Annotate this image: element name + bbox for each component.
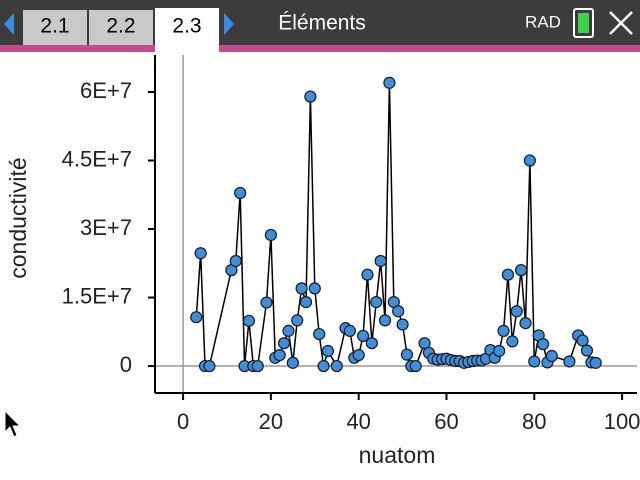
data-point xyxy=(374,254,387,268)
tab-label: 2.3 xyxy=(172,15,201,38)
data-point xyxy=(229,254,242,268)
data-point xyxy=(356,329,370,343)
data-point xyxy=(519,317,532,330)
x-axis-label: nuatom xyxy=(359,442,436,468)
y-tick-label: 6E+7 xyxy=(80,78,132,103)
data-point xyxy=(277,337,291,350)
close-button[interactable] xyxy=(609,11,633,35)
tab-label: 2.2 xyxy=(106,15,135,38)
data-point xyxy=(497,324,510,337)
mouse-cursor xyxy=(4,409,22,438)
data-point xyxy=(523,154,536,167)
data-point xyxy=(203,359,216,373)
tab[interactable] xyxy=(23,10,87,45)
data-point xyxy=(370,296,383,309)
data-point xyxy=(291,314,304,327)
y-tick-label: 1.5E+7 xyxy=(62,283,132,308)
data-point xyxy=(365,337,378,350)
battery xyxy=(573,8,594,38)
data-point xyxy=(361,268,374,281)
tab-label: 2.1 xyxy=(40,15,69,38)
x-tick-label: 100 xyxy=(604,409,640,434)
data-point xyxy=(317,359,330,373)
data-point xyxy=(576,334,589,347)
data-point xyxy=(286,356,299,369)
data-point xyxy=(308,282,321,295)
data-point xyxy=(400,348,414,361)
data-point xyxy=(295,282,308,295)
data-point xyxy=(392,305,405,318)
data-point xyxy=(273,348,286,362)
x-tick-label: 40 xyxy=(346,409,370,434)
tab[interactable] xyxy=(155,8,219,52)
data-point xyxy=(299,296,313,309)
y-tick-label: 3E+7 xyxy=(80,215,132,240)
data-point xyxy=(352,348,365,362)
accent-bar xyxy=(0,45,640,52)
data-point xyxy=(515,264,528,277)
data-point xyxy=(536,338,550,351)
data-point xyxy=(510,305,523,318)
y-tick-label: 0 xyxy=(120,352,132,377)
tab-left-arrow[interactable] xyxy=(4,13,14,35)
data-point xyxy=(409,359,422,373)
data-point xyxy=(313,327,326,341)
data-point xyxy=(383,76,396,89)
data-point xyxy=(343,324,357,337)
data-point xyxy=(378,314,392,327)
x-tick-label: 60 xyxy=(434,409,458,434)
data-point xyxy=(304,90,317,103)
y-axis-label: conductivité xyxy=(5,157,31,278)
data-point xyxy=(501,268,515,281)
y-tick-label: 4.5E+7 xyxy=(62,146,132,171)
data-point xyxy=(493,344,506,358)
data-point xyxy=(194,247,207,260)
data-point xyxy=(282,324,295,337)
data-point xyxy=(589,356,602,369)
data-point xyxy=(396,318,409,331)
data-point xyxy=(506,335,519,348)
data-point xyxy=(545,349,558,363)
data-point xyxy=(528,355,541,368)
x-tick-label: 20 xyxy=(259,409,283,434)
data-point xyxy=(234,186,247,200)
x-tick-label: 80 xyxy=(522,409,546,434)
tab-right-arrow[interactable] xyxy=(224,13,234,35)
data-point xyxy=(321,344,335,358)
data-point xyxy=(580,344,594,357)
data-point xyxy=(251,359,264,373)
x-tick-label: 0 xyxy=(177,409,189,434)
data-point xyxy=(260,296,273,309)
battery-level xyxy=(578,13,589,33)
data-point xyxy=(330,359,343,373)
document-title: Éléments xyxy=(278,12,366,35)
data-point xyxy=(190,311,203,324)
data-point xyxy=(242,314,256,327)
data-point xyxy=(264,228,277,242)
angle-mode: RAD xyxy=(525,12,561,31)
data-point xyxy=(563,355,576,368)
tab[interactable] xyxy=(89,10,153,45)
